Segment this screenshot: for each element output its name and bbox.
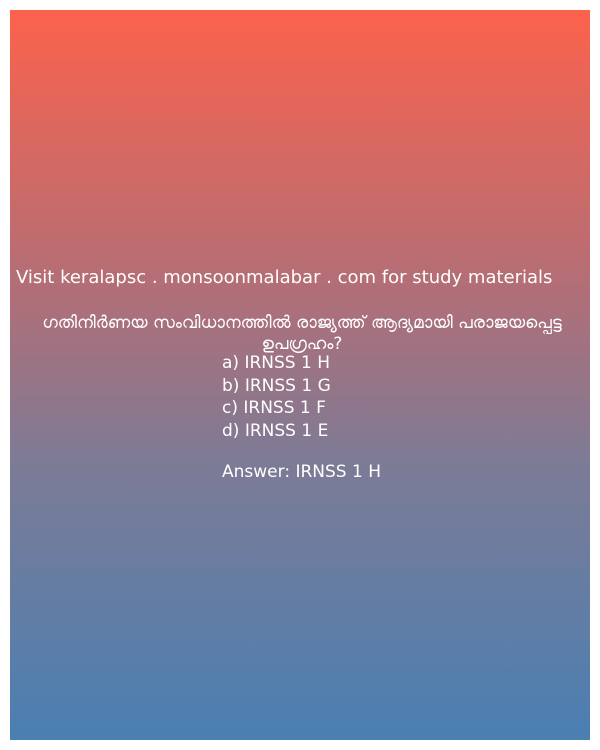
option-c: c) IRNSS 1 F <box>222 398 326 418</box>
option-b: b) IRNSS 1 G <box>222 375 331 396</box>
question-text: ഗതിനിർണയ സംവിധാനത്തിൽ രാജ്യത്ത് ആദ്യമായി… <box>42 313 562 354</box>
answer-text: Answer: IRNSS 1 H <box>222 462 381 482</box>
options-list: a) IRNSS 1 H b) IRNSS 1 G c) IRNSS 1 F d… <box>222 352 331 442</box>
option-d: d) IRNSS 1 E <box>222 420 329 441</box>
watermark-text: Visit keralapsc . monsoonmalabar . com f… <box>16 267 553 288</box>
quiz-card: Visit keralapsc . monsoonmalabar . com f… <box>10 10 590 740</box>
option-a: a) IRNSS 1 H <box>222 353 330 373</box>
